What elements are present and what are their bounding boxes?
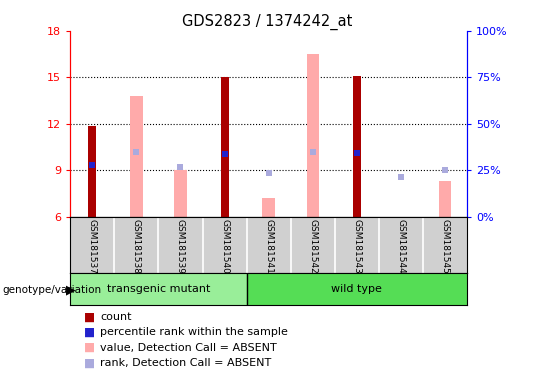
Text: GSM181541: GSM181541 bbox=[264, 218, 273, 273]
Bar bbox=[307, 54, 319, 217]
Text: genotype/variation: genotype/variation bbox=[3, 285, 102, 295]
Text: ■: ■ bbox=[84, 356, 95, 369]
Text: GDS2823 / 1374242_at: GDS2823 / 1374242_at bbox=[182, 13, 353, 30]
Text: count: count bbox=[100, 312, 131, 322]
Text: ■: ■ bbox=[84, 341, 95, 354]
Text: GSM181538: GSM181538 bbox=[132, 218, 141, 274]
Bar bbox=[174, 170, 187, 217]
Text: GSM181537: GSM181537 bbox=[87, 218, 97, 274]
Text: ■: ■ bbox=[84, 326, 95, 339]
Text: percentile rank within the sample: percentile rank within the sample bbox=[100, 327, 288, 337]
Text: value, Detection Call = ABSENT: value, Detection Call = ABSENT bbox=[100, 343, 276, 353]
Text: GSM181543: GSM181543 bbox=[353, 218, 361, 273]
Bar bbox=[88, 126, 96, 217]
Bar bbox=[247, 273, 467, 305]
Bar bbox=[353, 76, 361, 217]
Text: wild type: wild type bbox=[332, 284, 382, 294]
Text: GSM181539: GSM181539 bbox=[176, 218, 185, 274]
Text: transgenic mutant: transgenic mutant bbox=[107, 284, 210, 294]
Text: GSM181542: GSM181542 bbox=[308, 218, 318, 273]
Bar bbox=[130, 96, 143, 217]
Text: GSM181544: GSM181544 bbox=[396, 218, 406, 273]
Text: rank, Detection Call = ABSENT: rank, Detection Call = ABSENT bbox=[100, 358, 271, 368]
Text: ■: ■ bbox=[84, 310, 95, 323]
Bar bbox=[439, 181, 451, 217]
Bar bbox=[262, 199, 275, 217]
Text: GSM181545: GSM181545 bbox=[441, 218, 449, 273]
Text: ▶: ▶ bbox=[66, 283, 76, 296]
Text: GSM181540: GSM181540 bbox=[220, 218, 229, 273]
Bar bbox=[220, 77, 228, 217]
Bar bbox=[70, 273, 247, 305]
